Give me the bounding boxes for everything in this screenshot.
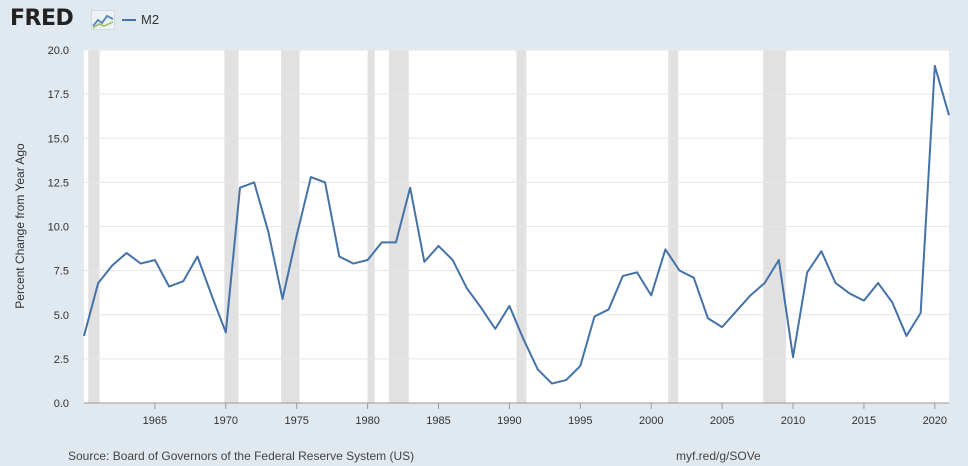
x-tick-label: 1970 [214,415,238,427]
x-tick-label: 1975 [284,415,308,427]
x-tick-label: 1985 [426,415,450,427]
legend-label[interactable]: M2 [141,12,160,27]
source-note: Source: Board of Governors of the Federa… [68,449,415,463]
trend-line-icon [91,10,115,30]
series-layer [83,64,950,385]
y-tick-label: 7.5 [54,266,69,278]
y-tick-label: 2.5 [54,354,69,366]
y-tick-label: 17.5 [48,89,69,101]
x-tick-label: 1995 [568,415,592,427]
y-tick-label: 5.0 [54,310,69,322]
x-tick-label: 1965 [143,415,167,427]
legend-swatch [122,19,136,21]
x-axis: 1965 1970 1975 1980 1985 1990 1995 2000 2005 2010… [84,402,949,427]
x-tick-label: 2000 [639,415,663,427]
x-tick-label: 2020 [923,415,947,427]
x-tick-label: 2010 [781,415,805,427]
fred-logo[interactable]: FRED [10,6,74,31]
y-tick-label: 12.5 [48,177,69,189]
y-axis: 0.0 2.5 5.0 7.5 10.0 12.5 15.0 17.5 20.0 [48,45,69,410]
gridlines [84,49,949,360]
y-tick-label: 0.0 [54,398,69,410]
short-url[interactable]: myf.red/g/SOVe [676,449,761,463]
y-tick-label: 20.0 [48,45,69,57]
chart-header: FRED M2 [0,0,968,40]
x-tick-label: 1990 [497,415,521,427]
x-tick-label: 2015 [852,415,876,427]
y-axis-label: Percent Change from Year Ago [13,143,27,309]
y-tick-label: 10.0 [48,222,69,234]
x-tick-label: 2005 [710,415,734,427]
x-tick-label: 1980 [355,415,379,427]
series-line-M2[interactable] [83,64,950,385]
y-tick-label: 15.0 [48,133,69,145]
